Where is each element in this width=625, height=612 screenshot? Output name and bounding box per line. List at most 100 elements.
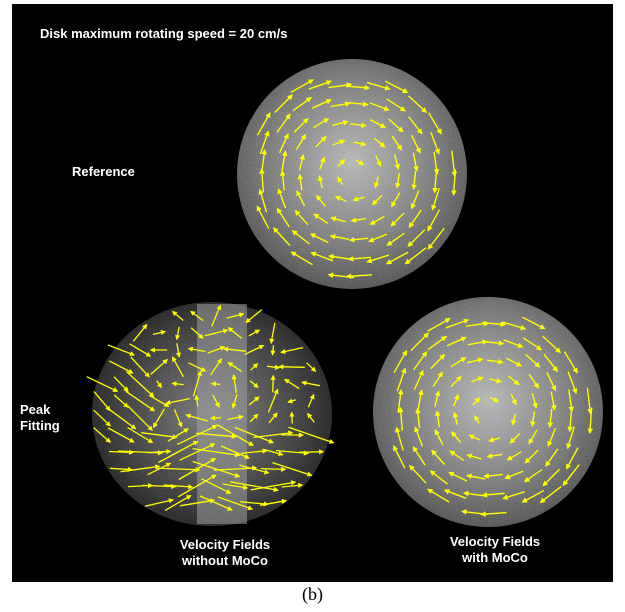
velocity-arrow [222, 346, 247, 352]
velocity-arrow [172, 356, 184, 378]
velocity-field-figure: Disk maximum rotating speed = 20 cm/s Re… [12, 4, 613, 582]
velocity-arrow [244, 344, 265, 356]
velocity-arrow [310, 251, 334, 262]
velocity-arrow [171, 310, 184, 321]
panel-label-with-moco-line1: Velocity Fields [449, 534, 541, 549]
velocity-arrow [369, 119, 386, 129]
velocity-arrow [427, 317, 451, 332]
velocity-arrow [289, 411, 295, 424]
velocity-arrow [507, 375, 520, 386]
velocity-arrow [185, 413, 208, 422]
velocity-arrow [309, 233, 329, 244]
velocity-arrow [263, 448, 284, 457]
velocity-arrow [427, 209, 441, 232]
velocity-arrow [307, 393, 315, 408]
velocity-arrow [434, 410, 441, 428]
velocity-arrow [256, 112, 271, 136]
velocity-arrow [164, 495, 192, 511]
velocity-arrow [427, 488, 450, 503]
velocity-arrow [222, 483, 249, 490]
velocity-arrow [256, 205, 270, 229]
velocity-arrow [266, 364, 281, 370]
velocity-arrow [430, 354, 446, 370]
panel-label-without-moco-line2: without MoCo [182, 553, 268, 568]
velocity-arrow [411, 170, 417, 191]
velocity-arrow [113, 394, 129, 408]
velocity-arrow [220, 445, 250, 459]
velocity-arrow [234, 426, 275, 444]
velocity-arrow [432, 170, 438, 194]
velocity-arrow [453, 393, 460, 407]
velocity-arrow [408, 116, 423, 135]
velocity-arrow [521, 489, 545, 503]
velocity-arrow [414, 426, 424, 447]
velocity-arrow [451, 431, 462, 443]
velocity-arrow [502, 321, 527, 331]
velocity-arrow [259, 168, 265, 193]
velocity-arrow [165, 397, 190, 406]
velocity-arrow [250, 362, 259, 371]
velocity-arrow [298, 449, 325, 455]
velocity-arrow [210, 358, 222, 376]
velocity-arrow [158, 440, 199, 464]
velocity-arrow [163, 484, 194, 490]
velocity-arrow [290, 251, 313, 266]
velocity-arrow [249, 413, 259, 423]
velocity-arrow [175, 326, 181, 341]
method-label: Peak Fitting [20, 402, 60, 433]
velocity-arrow [452, 411, 459, 425]
velocity-arrow [471, 376, 484, 383]
velocity-arrow [194, 394, 200, 407]
velocity-arrow [278, 133, 289, 154]
velocity-arrow [393, 349, 408, 374]
velocity-arrow [410, 134, 421, 154]
velocity-arrow [386, 98, 406, 112]
velocity-arrow [355, 159, 365, 166]
velocity-arrow [504, 470, 524, 480]
velocity-arrow [192, 370, 202, 397]
velocity-arrow [268, 412, 278, 424]
velocity-arrow [384, 80, 409, 94]
velocity-arrow [227, 414, 244, 421]
velocity-arrow [227, 362, 243, 372]
velocity-arrow [147, 448, 172, 455]
velocity-arrow [93, 427, 112, 443]
velocity-arrow [177, 474, 217, 498]
velocity-arrow [412, 446, 426, 466]
velocity-arrow [315, 135, 327, 148]
velocity-arrow [346, 84, 371, 91]
velocity-arrow [241, 448, 268, 454]
panel-label-with-moco: Velocity Fields with MoCo [430, 534, 560, 566]
velocity-arrow [347, 256, 371, 262]
velocity-arrow [141, 432, 178, 440]
velocity-arrow [315, 194, 327, 207]
velocity-arrow [277, 188, 287, 209]
velocity-arrow [371, 194, 383, 206]
velocity-arrow [177, 425, 218, 445]
velocity-arrow [385, 251, 409, 265]
velocity-arrow [173, 409, 183, 428]
velocity-arrow [127, 426, 154, 444]
velocity-arrow [410, 190, 420, 210]
velocity-arrow [433, 151, 440, 175]
velocity-arrow [240, 501, 269, 507]
without-moco-vector-field [86, 304, 335, 511]
velocity-arrow [434, 390, 441, 407]
velocity-arrow [404, 247, 427, 265]
velocity-arrow [294, 209, 309, 226]
velocity-arrow [313, 213, 329, 224]
velocity-arrow [393, 154, 400, 170]
velocity-arrow [295, 133, 307, 150]
velocity-arrow [510, 393, 517, 406]
velocity-arrow [313, 118, 330, 129]
velocity-arrow [306, 362, 317, 373]
velocity-arrow [192, 447, 241, 458]
velocity-arrow [332, 119, 349, 126]
velocity-arrow [369, 215, 385, 225]
velocity-arrow [394, 172, 401, 189]
velocity-arrow [152, 408, 166, 429]
velocity-arrow [253, 430, 294, 439]
velocity-arrow [199, 495, 233, 511]
velocity-arrow [503, 339, 524, 349]
velocity-arrow [278, 364, 305, 370]
